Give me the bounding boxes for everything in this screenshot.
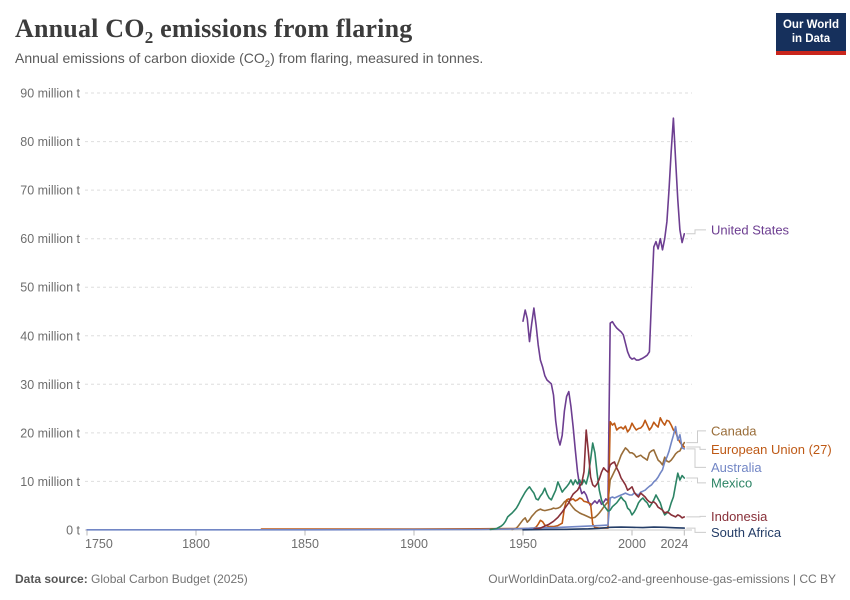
- page-title: Annual CO2 emissions from flaring: [15, 14, 760, 46]
- chart-header: Annual CO2 emissions from flaring Annual…: [15, 14, 760, 71]
- series-label-united-states[interactable]: United States: [711, 222, 790, 237]
- label-connector-european-union-27: [686, 446, 706, 450]
- line-south-africa[interactable]: [522, 526, 686, 531]
- series-label-indonesia[interactable]: Indonesia: [711, 509, 768, 524]
- owid-citation-link[interactable]: OurWorldinData.org/co2-and-greenhouse-ga…: [488, 572, 836, 586]
- label-connector-south-africa: [686, 527, 706, 533]
- title-subscript: 2: [144, 28, 154, 48]
- subtitle-subscript: 2: [264, 59, 271, 71]
- chart-footer: Data source: Global Carbon Budget (2025)…: [15, 572, 836, 586]
- y-axis-tick-label-20: 20 million t: [20, 426, 80, 440]
- subtitle-text: Annual emissions of carbon dioxide (CO: [15, 50, 265, 67]
- y-axis-tick-label-90: 90 million t: [20, 87, 80, 101]
- series-label-south-africa[interactable]: South Africa: [711, 525, 782, 540]
- line-european-union-27[interactable]: [260, 416, 686, 530]
- label-connector-australia: [686, 448, 706, 468]
- x-axis-tick-label-2000: 2000: [618, 537, 646, 551]
- y-axis-tick-label-60: 60 million t: [20, 232, 80, 246]
- series-label-australia[interactable]: Australia: [711, 460, 762, 475]
- line-australia[interactable]: [86, 425, 686, 531]
- series-label-european-union-27[interactable]: European Union (27): [711, 442, 832, 457]
- line-canada[interactable]: [511, 441, 686, 531]
- data-source-label: Data source:: [15, 572, 88, 586]
- x-axis-tick-label-1850: 1850: [291, 537, 319, 551]
- y-axis-tick-label-40: 40 million t: [20, 329, 80, 343]
- chart-subtitle: Annual emissions of carbon dioxide (CO2)…: [15, 50, 760, 71]
- title-text: Annual CO: [15, 14, 145, 43]
- line-united-states[interactable]: [522, 117, 686, 507]
- line-mexico[interactable]: [489, 442, 686, 531]
- title-text-2: emissions from flaring: [153, 14, 413, 43]
- owid-logo-line2: in Data: [791, 32, 831, 45]
- label-connector-indonesia: [686, 515, 706, 518]
- x-axis-tick-label-1900: 1900: [400, 537, 428, 551]
- label-connector-canada: [686, 430, 706, 444]
- data-source-note: Data source: Global Carbon Budget (2025): [15, 572, 248, 586]
- data-source-value: Global Carbon Budget (2025): [87, 572, 248, 586]
- label-connector-mexico: [686, 477, 706, 484]
- y-axis-tick-label-0: 0 t: [66, 524, 80, 538]
- y-axis-tick-label-30: 30 million t: [20, 378, 80, 392]
- x-axis-tick-label-2024: 2024: [660, 537, 688, 551]
- x-axis-tick-label-1800: 1800: [182, 537, 210, 551]
- owid-logo: Our World in Data: [775, 13, 846, 55]
- y-axis-tick-label-50: 50 million t: [20, 281, 80, 295]
- label-connector-united-states: [686, 229, 706, 235]
- x-axis-tick-label-1750: 1750: [85, 537, 113, 551]
- subtitle-text-2: ) from flaring, measured in tonnes.: [270, 50, 484, 67]
- line-indonesia[interactable]: [533, 429, 686, 530]
- series-label-canada[interactable]: Canada: [711, 423, 757, 438]
- y-axis-tick-label-80: 80 million t: [20, 135, 80, 149]
- y-axis-tick-label-70: 70 million t: [20, 184, 80, 198]
- y-axis-tick-label-10: 10 million t: [20, 475, 80, 489]
- series-label-mexico[interactable]: Mexico: [711, 475, 752, 490]
- owid-logo-line1: Our World: [782, 19, 839, 31]
- x-axis-tick-label-1950: 1950: [509, 537, 537, 551]
